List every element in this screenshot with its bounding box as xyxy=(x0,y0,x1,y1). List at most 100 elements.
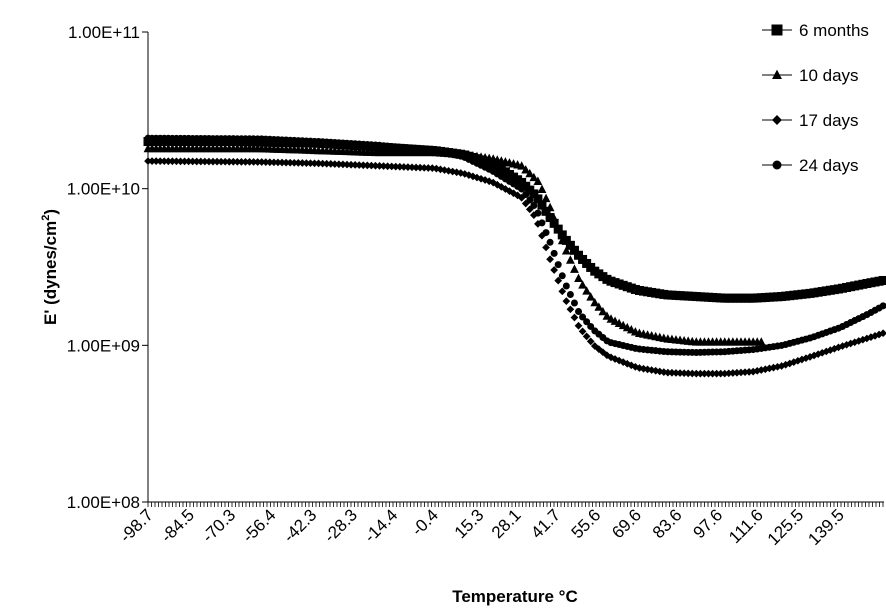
data-point xyxy=(529,172,539,182)
data-point xyxy=(541,193,551,203)
x-tick-label: 15.3 xyxy=(451,505,488,542)
data-point xyxy=(582,332,591,341)
data-point xyxy=(708,369,717,378)
plot-area: 1.00E+08 1.00E+09 1.00E+10 1.00E+11 -98.7 -8… xyxy=(67,23,886,549)
data-point xyxy=(558,287,567,296)
data-point xyxy=(700,369,709,378)
x-ticks: -98.7 -84.5 -70.3 -56.4 -42.3 -28.3 -14.4 -0.4 1… xyxy=(116,502,884,549)
data-point xyxy=(664,368,672,377)
data-point xyxy=(326,160,335,168)
data-point xyxy=(574,273,583,282)
data-point xyxy=(578,327,587,336)
data-point xyxy=(302,159,311,167)
data-point xyxy=(550,249,558,257)
y-ticks: 1.00E+08 1.00E+09 1.00E+10 1.00E+11 xyxy=(67,23,148,512)
data-point xyxy=(351,161,359,169)
data-point xyxy=(530,202,538,210)
data-point xyxy=(270,158,278,167)
data-point xyxy=(615,356,623,365)
data-point xyxy=(558,272,566,280)
y-tick-label: 1.00E+08 xyxy=(67,493,140,512)
data-point xyxy=(144,157,152,165)
data-point xyxy=(578,280,587,289)
data-point xyxy=(265,158,274,167)
data-point xyxy=(371,161,380,170)
data-point xyxy=(444,166,453,175)
data-point xyxy=(261,158,270,166)
data-point xyxy=(201,157,209,166)
data-point xyxy=(537,184,547,193)
data-point xyxy=(339,160,347,169)
data-point xyxy=(383,162,392,171)
data-point xyxy=(473,173,481,182)
y-tick-label: 1.00E+11 xyxy=(68,23,140,42)
data-point xyxy=(546,255,554,264)
data-point xyxy=(549,218,559,228)
data-point xyxy=(379,162,388,170)
legend-marker xyxy=(772,69,782,80)
data-point xyxy=(879,329,886,338)
data-point xyxy=(335,160,343,169)
data-point xyxy=(318,159,327,168)
data-point xyxy=(241,158,250,166)
data-point xyxy=(712,369,721,378)
data-point xyxy=(286,158,295,167)
data-point xyxy=(858,335,867,344)
data-point xyxy=(822,347,831,356)
data-point xyxy=(541,206,551,216)
data-point xyxy=(525,205,534,214)
data-point xyxy=(537,200,547,210)
data-point xyxy=(465,171,473,179)
data-point xyxy=(566,291,574,299)
data-point xyxy=(343,160,351,169)
data-point xyxy=(404,163,412,171)
data-point xyxy=(579,313,587,321)
legend-marker xyxy=(772,160,782,170)
data-point xyxy=(229,157,238,166)
data-point xyxy=(180,157,189,166)
data-point xyxy=(428,164,437,173)
data-point xyxy=(310,159,319,168)
x-tick-label: 111.6 xyxy=(725,505,767,547)
data-point xyxy=(400,163,408,171)
data-point xyxy=(557,230,567,240)
data-point xyxy=(777,362,786,370)
data-point xyxy=(184,157,193,166)
data-point xyxy=(635,364,644,372)
data-point xyxy=(590,342,599,350)
data-point xyxy=(575,308,583,316)
data-point xyxy=(550,266,558,274)
data-point xyxy=(623,359,632,368)
data-point xyxy=(517,161,527,170)
data-point xyxy=(330,160,339,168)
legend-label: 6 months xyxy=(799,21,869,40)
x-tick-label: 139.5 xyxy=(804,505,848,549)
data-point xyxy=(867,333,875,342)
data-point xyxy=(562,297,571,305)
data-point xyxy=(245,158,254,166)
data-point xyxy=(749,367,758,376)
x-tick-label: -70.3 xyxy=(198,505,239,546)
data-point xyxy=(249,158,258,166)
data-point xyxy=(704,369,713,378)
data-point xyxy=(489,178,498,187)
data-point xyxy=(534,209,542,217)
data-point xyxy=(830,344,839,353)
legend-item: 6 months xyxy=(762,21,869,40)
data-point xyxy=(602,311,612,320)
x-tick-label: 125.5 xyxy=(764,505,808,549)
y-axis-title: E' (dynes/cm2) xyxy=(40,209,60,325)
x-tick-label: -28.3 xyxy=(320,505,361,546)
data-point xyxy=(745,368,753,376)
series-layer xyxy=(143,134,886,378)
data-point xyxy=(553,224,563,234)
data-point xyxy=(529,189,539,199)
data-point xyxy=(587,322,595,330)
data-point xyxy=(152,157,160,165)
legend-marker xyxy=(771,24,783,36)
data-point xyxy=(569,245,579,255)
legend-item: 24 days xyxy=(762,156,859,175)
data-point xyxy=(225,157,234,166)
data-point xyxy=(436,165,445,174)
x-tick-label: 97.6 xyxy=(689,505,726,542)
